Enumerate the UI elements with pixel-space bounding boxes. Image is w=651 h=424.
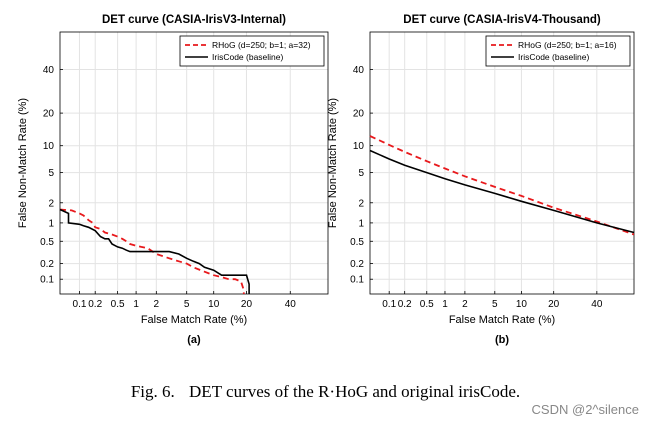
panel-b-legend: RHoG (d=250; b=1; a=16) IrisCode (baselin… [485,35,631,67]
panel-a-axes-box [59,31,329,295]
panel-b-x-tick-label-1: 0.2 [398,299,412,310]
panel-b-plot-area [370,32,634,294]
panel-b-y-tick-label-5: 5 [358,168,364,179]
panel-b-legend-label-1: IrisCode (baseline) [518,52,590,62]
panel-b-x-tick-label-4: 2 [462,299,468,310]
panel-a-label: (a) [187,334,201,346]
panel-b: 0.1 0.2 0.5 1 2 5 10 20 400.10.20.5125102040RHoG… [327,14,635,346]
panel-b-y-tick-label-1: 0.2 [350,259,364,270]
panel-b-y-axis-label: False Non-Match Rate (%) [327,98,339,228]
panel-a-legend-label-0: RHoG (d=250; b=1; a=32) [212,40,311,50]
panel-b-legend-box [485,35,631,67]
panel-a-x-tick-label-5: 5 [184,299,190,310]
panel-a-y-tick-label-2: 0.5 [40,237,54,248]
panel-b-y-tick-label-8: 40 [353,65,365,76]
panel-a-legend: RHoG (d=250; b=1; a=32) IrisCode (baselin… [179,35,325,67]
figure-caption: Fig. 6. DET curves of the R·HoG and orig… [0,382,651,402]
panel-b-x-tick-label-7: 20 [548,299,560,310]
panel-b-title: DET curve (CASIA-IrisV4-Thousand) [403,14,601,26]
panel-b-y-tick-label-6: 10 [353,141,365,152]
caption-label: Fig. 6. [130,382,175,401]
panel-a-y-tick-label-7: 20 [43,109,55,120]
panel-a-x-tick-label-6: 10 [208,299,220,310]
panel-a-series-iriscode-line [59,208,250,294]
panel-a-y-tick-label-0: 0.1 [40,275,54,286]
panel-a-x-tick-label-0: 0.1 [73,299,87,310]
panel-b-y-tick-label-4: 2 [358,198,364,209]
panel-b-x-tick-label-8: 40 [591,299,603,310]
panel-a-y-axis-label: False Non-Match Rate (%) [17,98,29,228]
panel-b-x-tick-label-2: 0.5 [420,299,434,310]
panel-b-y-tick-label-3: 1 [358,218,364,229]
panel-a-x-tick-label-8: 40 [285,299,297,310]
panel-b-y-tick-label-2: 0.5 [350,237,364,248]
panel-a-x-tick-label-4: 2 [154,299,160,310]
panel-a-y-tick-label-5: 5 [48,168,54,179]
panel-a-plot-area [60,32,328,294]
panel-b-series-iriscode-line [369,149,635,234]
panel-a-y-tick-label-3: 1 [48,218,54,229]
panel-a-legend-label-1: IrisCode (baseline) [212,52,284,62]
panel-a-x-axis-label: False Match Rate (%) [141,314,247,326]
panel-b-x-tick-label-3: 1 [442,299,448,310]
panel-b-axes-box [369,31,635,295]
panel-b-y-tick-label-0: 0.1 [350,275,364,286]
panel-a-y-tick-label-8: 40 [43,65,55,76]
panel-a-x-tick-label-7: 20 [241,299,253,310]
panel-b-y-tick-label-7: 20 [353,109,365,120]
panel-a-y-tick-label-4: 2 [48,198,54,209]
caption-text: DET curves of the R·HoG and original iri… [189,382,521,401]
panel-b-x-tick-label-6: 10 [516,299,528,310]
panel-a: 0.1 0.2 0.5 1 2 5 10 20 400.10.20.5125102040RHoG… [17,14,329,346]
watermark: CSDN @2^silence [531,402,639,417]
panel-a-x-tick-label-2: 0.5 [111,299,125,310]
panel-a-legend-box [179,35,325,67]
panel-b-legend-label-0: RHoG (d=250; b=1; a=16) [518,40,617,50]
panel-b-x-tick-label-5: 5 [492,299,498,310]
det-figure: 0.1 0.2 0.5 1 2 5 10 20 400.10.20.5125102040RHoG… [17,14,635,346]
panel-a-x-tick-label-3: 1 [133,299,139,310]
panel-b-x-tick-label-0: 0.1 [382,299,396,310]
panel-a-y-tick-label-6: 10 [43,141,55,152]
panel-b-x-axis-label: False Match Rate (%) [449,314,555,326]
panel-a-title: DET curve (CASIA-IrisV3-Internal) [102,14,286,26]
panel-a-series-rhog-line [59,208,245,294]
panel-a-y-tick-label-1: 0.2 [40,259,54,270]
panel-a-x-tick-label-1: 0.2 [88,299,102,310]
panel-b-label: (b) [495,334,509,346]
panel-b-series-rhog-line [369,135,635,236]
